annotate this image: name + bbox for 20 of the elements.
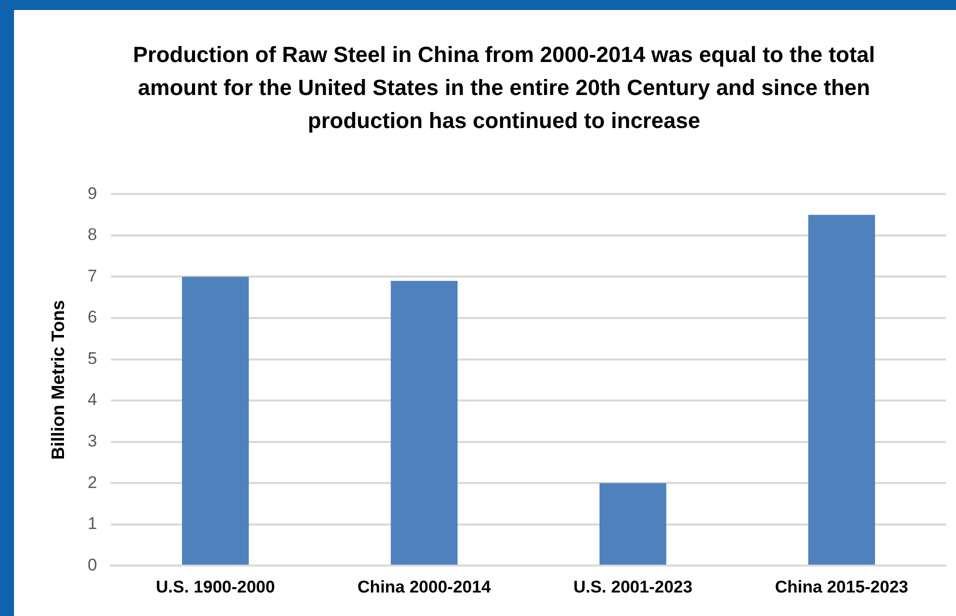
y-tick-label: 5 (88, 348, 98, 368)
y-tick-label: 2 (88, 472, 98, 492)
x-tick-label: China 2015-2023 (775, 577, 908, 596)
y-tick-label: 7 (88, 266, 98, 286)
chart-title: Production of Raw Steel in China from 2000-2014 was equal to the total amount for the United States in the entire 20th Century and since then production has continued to increase (132, 41, 876, 135)
x-tick-label: China 2000-2014 (358, 577, 492, 596)
bar (182, 276, 249, 565)
bar (599, 483, 666, 565)
y-axis-title: Billion Metric Tons (48, 300, 68, 460)
bar (808, 214, 876, 565)
y-tick-label: 6 (88, 308, 98, 327)
x-tick-label: U.S. 2001-2023 (573, 577, 692, 596)
y-tick-label: 9 (88, 184, 98, 203)
y-tick-label: 4 (88, 390, 98, 410)
y-tick-label: 8 (88, 225, 98, 244)
y-tick-label: 0 (88, 555, 98, 574)
y-tick-label: 3 (88, 431, 98, 450)
y-tick-label: 1 (88, 514, 98, 534)
bar (390, 280, 458, 565)
x-tick-label: U.S. 1900-2000 (156, 577, 275, 596)
